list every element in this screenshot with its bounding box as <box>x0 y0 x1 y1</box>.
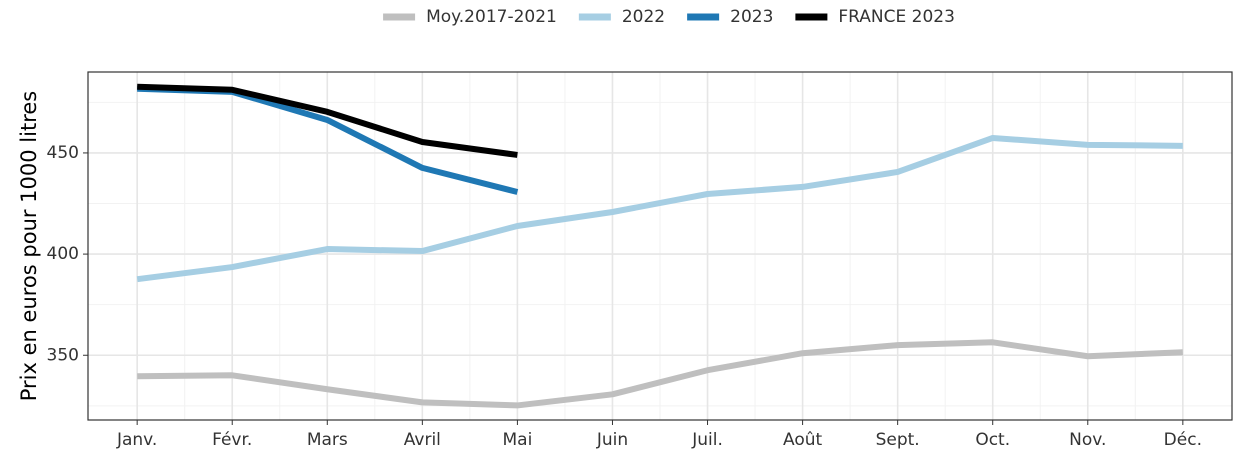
x-tick-label: Juil. <box>691 430 723 450</box>
x-tick-label: Janv. <box>116 430 157 450</box>
x-tick-label: Oct. <box>975 430 1010 450</box>
x-tick-label: Sept. <box>876 430 920 450</box>
y-axis-label: Prix en euros pour 1000 litres <box>17 91 41 402</box>
legend: Moy.2017-2021 2022 2023 FRANCE 2023 <box>383 7 955 27</box>
x-tick-label: Mai <box>503 430 533 450</box>
y-tick-label: 350 <box>47 345 79 365</box>
x-tick-label: Avril <box>404 430 441 450</box>
series-line <box>137 83 518 158</box>
x-tick-label: Nov. <box>1069 430 1106 450</box>
x-tick-label: Févr. <box>212 430 252 450</box>
series-line <box>136 134 1183 283</box>
legend-label: 2023 <box>730 7 773 27</box>
x-tick-label: Août <box>783 430 823 450</box>
y-tick-label: 400 <box>47 244 79 264</box>
x-tick-label: Juin <box>596 430 628 450</box>
series-line <box>137 339 1183 409</box>
x-tick-label: Déc. <box>1164 430 1202 450</box>
legend-label: Moy.2017-2021 <box>426 7 557 27</box>
y-tick-label: 450 <box>47 143 79 163</box>
x-tick-label: Mars <box>307 430 348 450</box>
plot-border <box>87 71 1233 421</box>
legend-label: FRANCE 2023 <box>838 7 955 27</box>
legend-label: 2022 <box>622 7 665 27</box>
